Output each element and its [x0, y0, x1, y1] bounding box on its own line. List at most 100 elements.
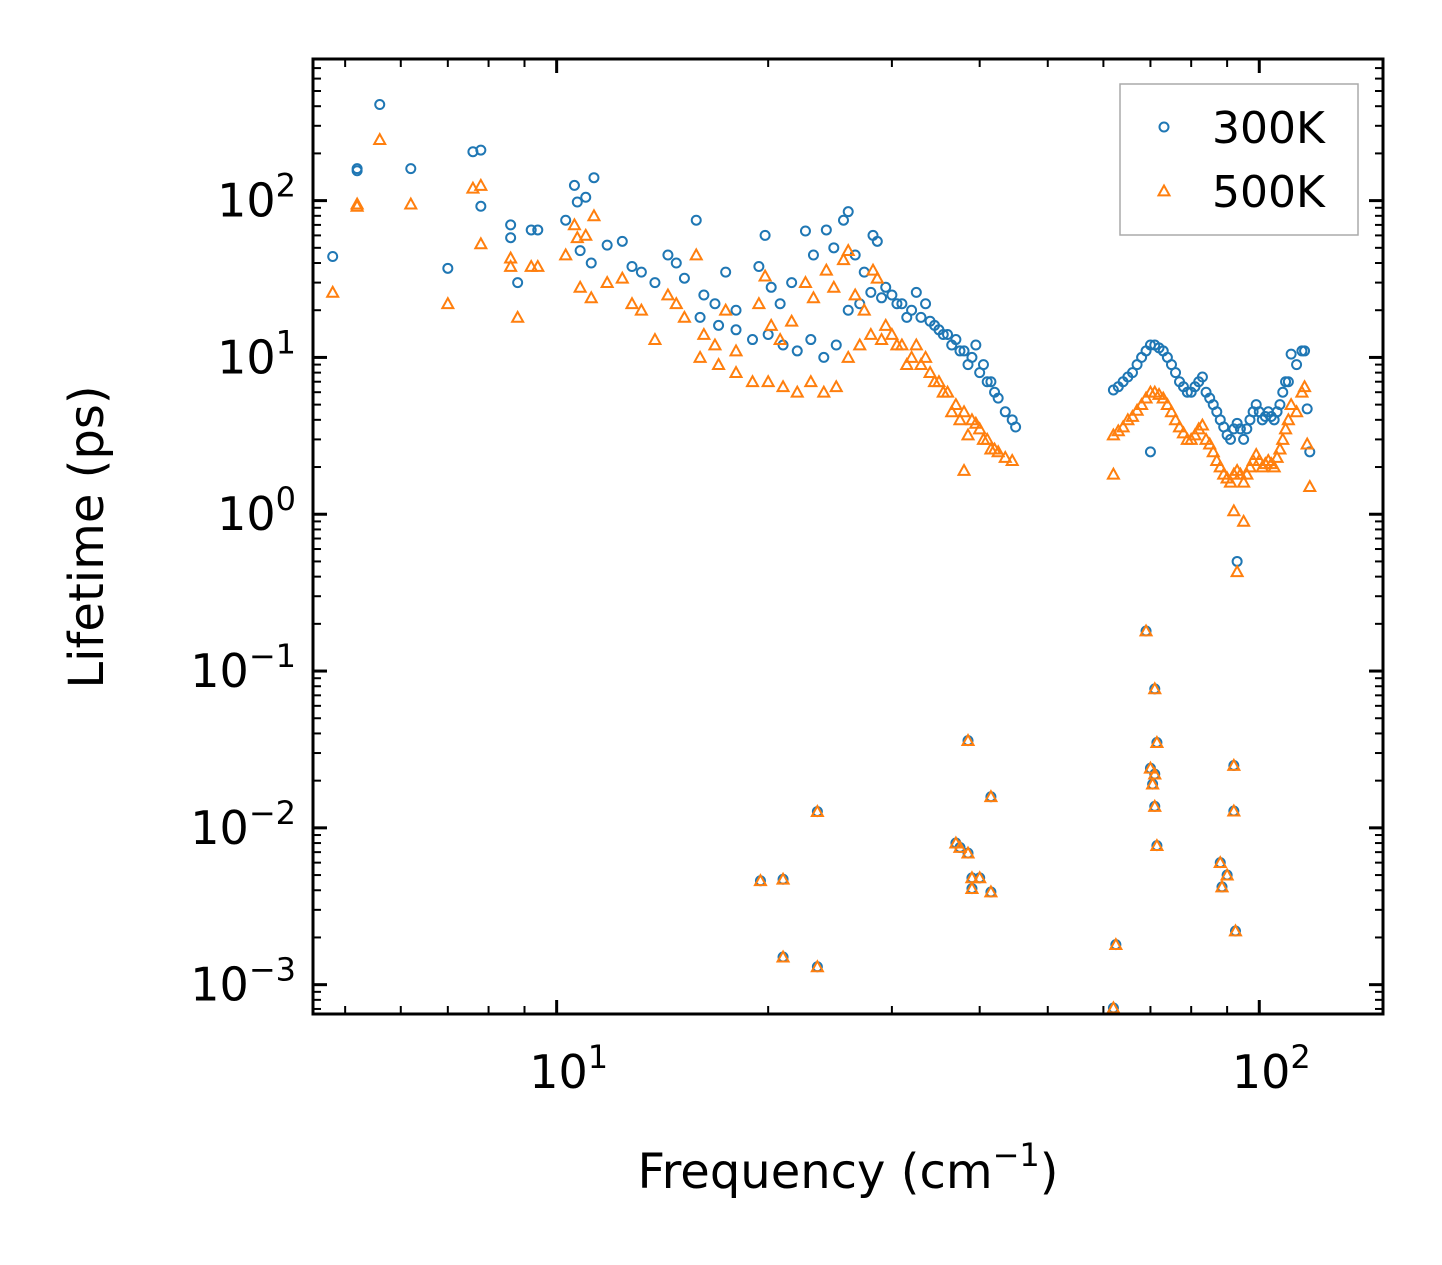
data-point-300K [865, 286, 877, 298]
data-point-300K [786, 277, 798, 289]
data-point-300K [910, 286, 922, 298]
data-point-500K [718, 302, 733, 316]
data-point-500K [940, 384, 955, 398]
data-point-300K [1234, 423, 1246, 435]
data-point-500K [857, 302, 872, 316]
data-point-300K [1224, 433, 1236, 445]
data-point-500K [325, 284, 340, 298]
legend-marker-500K [1156, 183, 1172, 197]
data-point-300K [915, 311, 927, 323]
data-point-500K [624, 296, 640, 310]
data-point-500K [728, 365, 744, 379]
data-point-500K [1239, 466, 1255, 480]
data-point-300K [1277, 386, 1289, 398]
data-point-300K [886, 289, 898, 301]
data-point-300K [374, 99, 386, 111]
data-point-500K [1147, 798, 1162, 812]
y-tick-label: 10−3 [190, 951, 296, 1012]
data-point-500K [1236, 474, 1251, 488]
data-point-500K [572, 279, 588, 293]
data-point-500K [530, 258, 545, 272]
data-point-500K [689, 247, 704, 261]
data-point-500K [1147, 681, 1162, 695]
data-point-300K [805, 334, 817, 346]
data-point-500K [775, 379, 791, 393]
data-point-500K [1283, 397, 1299, 411]
data-point-500K [1275, 431, 1290, 445]
data-point-500K [894, 337, 910, 351]
data-point-500K [1120, 412, 1136, 426]
tick-labels: 101 102 102 101 100 10−1 10−2 10−3 [190, 167, 1310, 1099]
data-point-300K [670, 257, 682, 269]
data-point-300K [942, 329, 954, 341]
data-point-500K [660, 287, 676, 301]
data-point-500K [1255, 459, 1270, 473]
data-points [325, 99, 1317, 1014]
data-point-500K [764, 317, 779, 331]
data-point-500K [983, 789, 999, 803]
data-point-500K [819, 262, 834, 276]
data-point-500K [952, 839, 968, 853]
data-point-500K [1228, 923, 1243, 937]
legend-label-500K: 500K [1212, 167, 1326, 218]
data-point-500K [1156, 390, 1171, 404]
data-point-300K [709, 298, 721, 310]
data-point-300K [635, 266, 647, 278]
data-point-300K [568, 179, 580, 191]
data-point-300K [1170, 367, 1182, 379]
data-point-300K [588, 172, 600, 184]
data-point-500K [960, 733, 976, 747]
data-point-500K [558, 247, 573, 261]
data-point-300K [678, 272, 690, 284]
data-point-300K [807, 249, 819, 261]
data-point-500K [1289, 404, 1304, 418]
data-point-500K [1134, 397, 1149, 411]
data-point-500K [968, 415, 984, 429]
data-point-500K [1160, 397, 1175, 411]
data-point-300K [966, 351, 978, 363]
data-point-500K [567, 217, 582, 231]
data-point-300K [830, 339, 842, 351]
data-point-300K [713, 319, 725, 331]
data-point-300K [525, 224, 537, 236]
data-point-300K [571, 196, 583, 208]
data-point-500K [1272, 441, 1288, 455]
data-point-500K [1229, 564, 1245, 578]
data-point-500K [1108, 937, 1124, 951]
data-point-500K [634, 302, 649, 316]
data-point-500K [972, 421, 987, 435]
x-tick-label: 101 [529, 1038, 608, 1099]
data-point-500K [1226, 803, 1242, 817]
data-point-500K [1202, 436, 1217, 450]
data-point-500K [1226, 503, 1242, 517]
data-point-500K [775, 949, 791, 963]
data-point-300K [574, 245, 586, 257]
data-point-300K [828, 242, 840, 254]
data-point-500K [1138, 623, 1154, 637]
data-point-300K [974, 367, 986, 379]
data-point-300K [837, 214, 849, 226]
data-point-500K [810, 959, 825, 973]
data-point-500K [1297, 379, 1312, 393]
data-point-500K [983, 884, 999, 898]
data-point-300K [690, 214, 702, 226]
data-point-500K [913, 357, 929, 370]
data-point-500K [803, 374, 819, 388]
data-point-300K [950, 334, 962, 346]
data-point-300K [616, 235, 628, 247]
data-point-500K [775, 871, 791, 885]
data-point-300K [649, 277, 661, 289]
data-point-500K [677, 309, 692, 323]
data-point-500K [570, 230, 585, 244]
data-point-500K [990, 444, 1006, 458]
data-point-300K [891, 298, 903, 310]
data-point-500K [1147, 766, 1162, 780]
legend: 300K 500K [1119, 83, 1359, 236]
data-point-300K [970, 339, 982, 351]
data-point-300K [791, 345, 803, 357]
y-tick-label: 101 [217, 323, 296, 384]
data-point-300K [958, 345, 970, 357]
data-point-500K [669, 296, 684, 310]
data-point-500K [1266, 459, 1282, 473]
